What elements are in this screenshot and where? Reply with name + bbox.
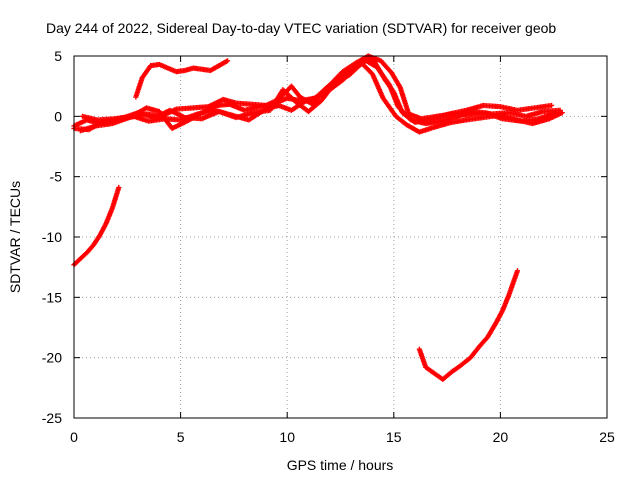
data-point — [559, 110, 565, 116]
series-track-4 — [71, 60, 565, 135]
x-axis-label: GPS time / hours — [287, 457, 394, 473]
x-tick-label: 15 — [386, 429, 402, 445]
series-track-6 — [71, 184, 122, 268]
series-track-5 — [133, 58, 231, 100]
y-tick-label: 5 — [54, 48, 62, 64]
x-tick-label: 20 — [493, 429, 509, 445]
data-point — [224, 58, 231, 64]
plot-frame — [73, 55, 608, 419]
data-point — [514, 268, 521, 274]
y-tick-label: -15 — [42, 289, 62, 305]
data-point — [116, 184, 122, 191]
y-tick-label: 0 — [54, 108, 62, 124]
x-tick-label: 5 — [177, 429, 185, 445]
y-tick-label: -20 — [42, 350, 62, 366]
y-axis-label: SDTVAR / TECUs — [7, 181, 23, 293]
data-point — [548, 102, 555, 109]
data-points — [71, 53, 565, 382]
axis-ticks: 0 5 10 15 20 25 -25 -20 -15 -10 -5 0 5 — [42, 48, 615, 445]
x-tick-label: 25 — [599, 429, 615, 445]
y-tick-label: -10 — [42, 229, 62, 245]
series-track-7 — [416, 268, 521, 382]
x-tick-label: 0 — [70, 429, 78, 445]
y-tick-label: -5 — [50, 169, 63, 185]
x-tick-label: 10 — [279, 429, 295, 445]
chart-title: Day 244 of 2022, Sidereal Day-to-day VTE… — [46, 20, 556, 36]
y-tick-label: -25 — [42, 410, 62, 426]
